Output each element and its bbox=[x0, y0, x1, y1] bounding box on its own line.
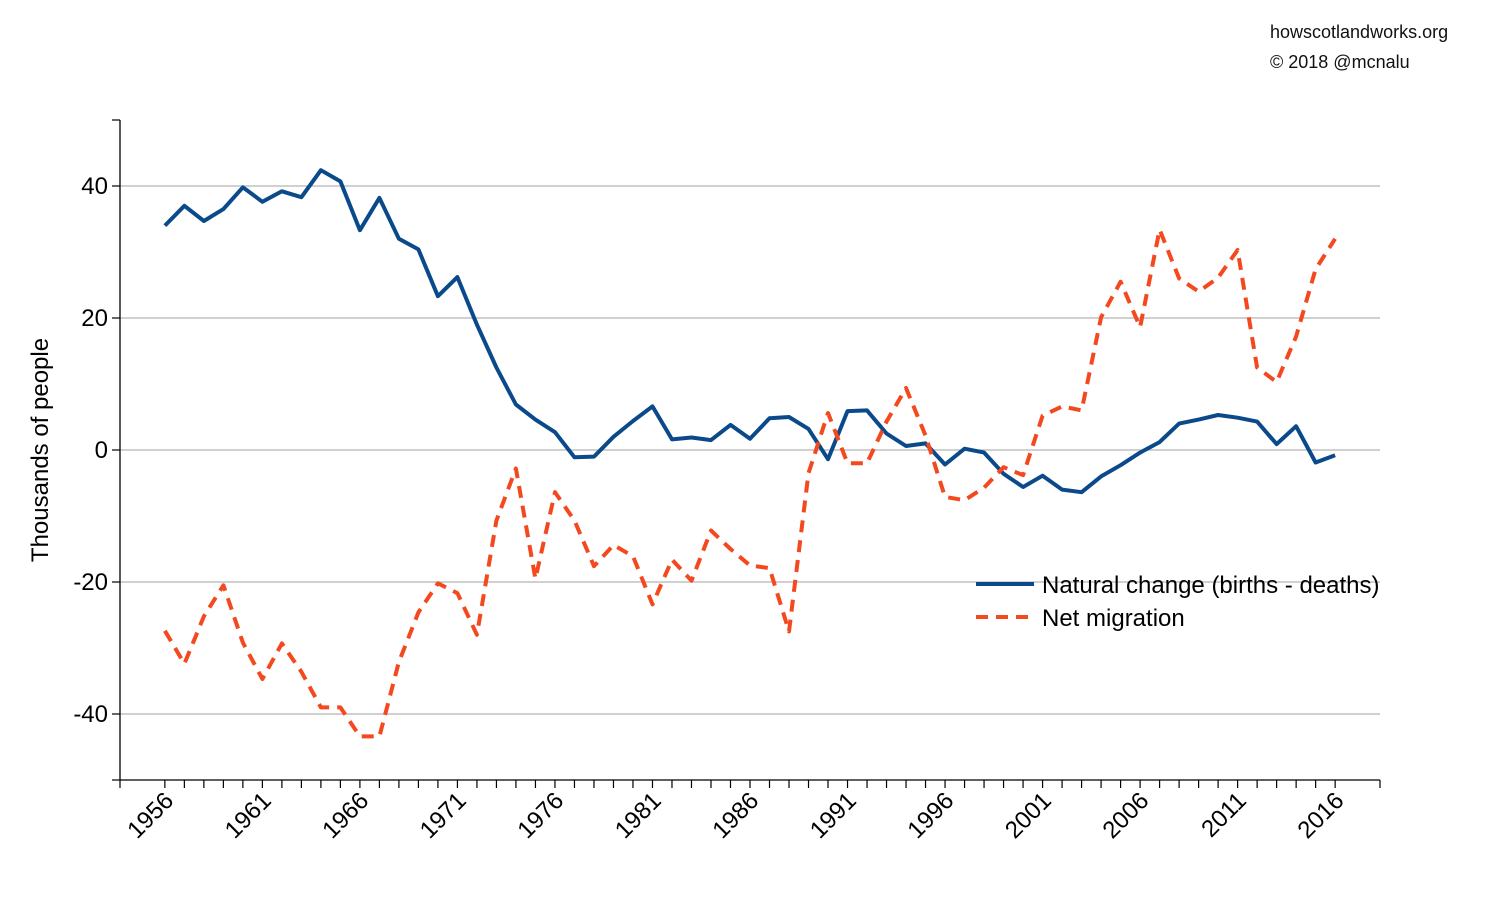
x-tick-label: 1966 bbox=[317, 787, 374, 844]
y-tick-label: -20 bbox=[73, 569, 108, 596]
credit-site: howscotlandworks.org bbox=[1270, 22, 1449, 42]
y-axis-label: Thousands of people bbox=[27, 338, 54, 562]
x-tick-label: 1986 bbox=[707, 787, 764, 844]
x-tick-label: 1961 bbox=[220, 787, 277, 844]
x-tick-label: 1976 bbox=[512, 787, 569, 844]
axes: -40 -20 0 20 40 1956 1961 1966 1971 1976 1981 1986 1… bbox=[73, 119, 1381, 844]
x-tick-label: 1971 bbox=[415, 787, 472, 844]
x-tick-label: 1981 bbox=[610, 787, 667, 844]
legend-label-1: Natural change (births - deaths) bbox=[1042, 572, 1380, 599]
x-tick-label: 2011 bbox=[1196, 787, 1252, 843]
x-tick-label: 2006 bbox=[1097, 787, 1154, 844]
credit-copyright: © 2018 @mcnalu bbox=[1270, 52, 1410, 72]
series-lines bbox=[163, 168, 1337, 739]
x-tick-label: 1996 bbox=[902, 787, 959, 844]
legend-label-2: Net migration bbox=[1042, 605, 1185, 632]
gridlines bbox=[120, 185, 1380, 715]
x-tick-label: 1991 bbox=[805, 787, 862, 844]
y-tick-label: 0 bbox=[95, 437, 108, 464]
y-tick-label: -40 bbox=[73, 701, 108, 728]
x-tick-label: 1956 bbox=[122, 787, 179, 844]
x-tick-label: 2001 bbox=[1000, 787, 1057, 844]
series-line-1 bbox=[163, 168, 1336, 495]
x-tick-label: 2016 bbox=[1293, 787, 1350, 844]
y-tick-label: 40 bbox=[81, 173, 108, 200]
y-tick-label: 20 bbox=[81, 305, 108, 332]
legend: Natural change (births - deaths) Net migr… bbox=[976, 572, 1380, 632]
series-line-2 bbox=[163, 227, 1337, 739]
